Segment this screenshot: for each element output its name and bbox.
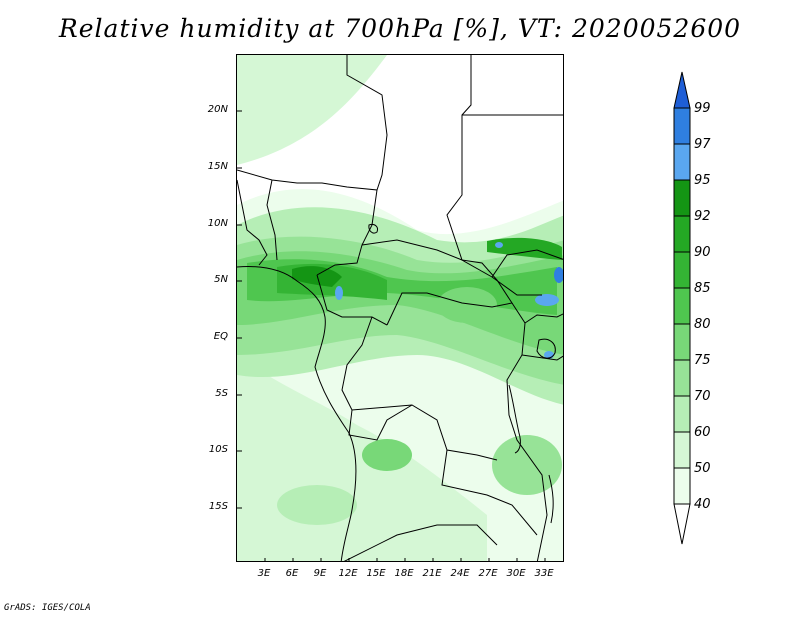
humidity-map [237,55,563,561]
legend-label-95: 95 [694,173,711,188]
humidity-spot-central [437,287,497,323]
humidity-blue-east [554,267,563,283]
border-nigeria [237,169,378,276]
lon-label-21e: 21E [422,568,442,579]
colorbar-bottom-arrow [673,503,691,545]
humidity-spot-east [492,435,562,495]
border-car [361,239,513,326]
colorbar-segment-75 [673,323,691,361]
border-nigeria-2 [266,179,278,261]
humidity-core-90 [487,237,562,260]
colorbar-segment-70 [673,359,691,397]
colorbar [673,71,691,545]
legend-label-75: 75 [694,353,711,368]
border-tanzania [521,354,563,361]
lat-label-eq: EQ [213,331,228,342]
lake-tanganyika [508,384,521,454]
lat-label-10n: 10N [207,218,228,229]
grads-credit: GrADS: IGES/COLA [4,603,91,613]
lon-label-24e: 24E [450,568,470,579]
border-congo [341,316,498,461]
legend-label-40: 40 [694,497,711,512]
colorbar-segment-40 [673,467,691,505]
colorbar-top-arrow [673,71,691,109]
legend-label-85: 85 [694,281,711,296]
lon-label-15e: 15E [366,568,386,579]
border-east-chad [491,276,542,296]
humidity-fill [237,55,563,561]
map-panel [236,54,564,562]
legend-label-90: 90 [694,245,711,260]
humidity-blue-cameroon [335,286,343,300]
border-uganda [524,313,563,324]
legend-label-92: 92 [694,209,711,224]
legend-label-97: 97 [694,137,711,152]
lat-label-20n: 20N [207,104,228,115]
colorbar-segment-60 [673,395,691,433]
border-drc-east [506,302,548,561]
lon-label-18e: 18E [394,568,414,579]
lat-label-15n: 15N [207,161,228,172]
legend-label-70: 70 [694,389,711,404]
map-title: Relative humidity at 700hPa [%], VT: 202… [58,14,742,43]
colorbar-segment-97 [673,107,691,145]
humidity-blue-sudan [495,242,503,248]
lon-label-9e: 9E [313,568,327,579]
lon-label-33e: 33E [534,568,554,579]
lon-label-12e: 12E [338,568,358,579]
lon-label-27e: 27E [478,568,498,579]
lake-victoria [536,338,556,359]
colorbar-segment-95 [673,143,691,181]
lat-label-10s: 10S [208,444,228,455]
border-south-sudan [491,249,563,278]
colorbar-segment-80 [673,287,691,325]
legend-label-80: 80 [694,317,711,332]
border-zambia [441,449,538,536]
coastline-west [237,266,357,561]
lake-malawi [548,474,554,524]
border-south [343,524,498,561]
lat-label-5n: 5N [214,274,228,285]
colorbar-segment-50 [673,431,691,469]
country-borders [237,55,563,561]
humidity-blue-uganda [535,294,559,306]
border-gulf [237,179,268,266]
border-angola [348,404,413,441]
lat-label-5s: 5S [215,388,228,399]
lat-label-15s: 15S [208,501,228,512]
lon-label-3e: 3E [257,568,271,579]
lon-label-30e: 30E [506,568,526,579]
colorbar-segment-90 [673,215,691,253]
humidity-spot-southwest [277,485,357,525]
legend-label-60: 60 [694,425,711,440]
legend-label-99: 99 [694,101,711,116]
latitude-ticks [237,110,242,509]
border-north-1 [346,55,388,191]
legend-label-50: 50 [694,461,711,476]
colorbar-segment-85 [673,251,691,289]
lake-chad [368,224,378,234]
humidity-zone-north-50 [237,55,387,165]
lakes [368,224,556,524]
lon-label-6e: 6E [285,568,299,579]
colorbar-segment-92 [673,179,691,217]
border-cameroon [316,274,388,326]
longitude-ticks [264,558,546,561]
humidity-spot-south [362,439,412,471]
